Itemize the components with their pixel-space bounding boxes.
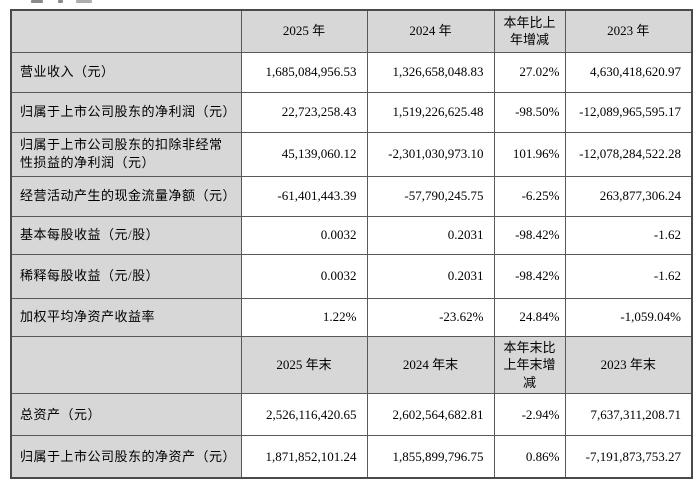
value-2025: 0.0032 — [240, 215, 368, 255]
table-row-operating-cash-flow: 经营活动产生的现金流量净额（元） -61,401,443.39 -57,790,… — [10, 175, 693, 217]
value-2024: 0.2031 — [366, 253, 495, 299]
table-row-revenue: 营业收入（元） 1,685,084,956.53 1,326,658,048.8… — [10, 51, 693, 93]
table-row-deducted-net-profit: 归属于上市公司股东的扣除非经常性损益的净利润（元） 45,139,060.12 … — [10, 131, 693, 177]
table-header-row-annual: 2025 年 2024 年 本年比上年增减 2023 年 — [10, 9, 693, 53]
value-2025: 1.22% — [240, 297, 368, 337]
header-corner-cell — [10, 335, 242, 395]
value-2023: 7,637,311,208.71 — [564, 393, 693, 437]
value-change: -2.94% — [493, 393, 566, 437]
value-2023: -7,191,873,753.27 — [564, 435, 693, 479]
header-cell-2025: 2025 年 — [240, 9, 368, 53]
value-2025: 45,139,060.12 — [240, 131, 368, 177]
row-label: 经营活动产生的现金流量净额（元） — [10, 175, 242, 217]
header-cell-2024-end: 2024 年末 — [366, 335, 495, 395]
table-row-net-assets: 归属于上市公司股东的净资产（元） 1,871,852,101.24 1,855,… — [10, 435, 693, 479]
financial-summary-table: 2025 年 2024 年 本年比上年增减 2023 年 营业收入（元） 1,6… — [10, 9, 693, 479]
row-label: 基本每股收益（元/股） — [10, 215, 242, 255]
value-2024: -23.62% — [366, 297, 495, 337]
value-2023: -12,078,284,522.28 — [564, 131, 693, 177]
value-2025: 2,526,116,420.65 — [240, 393, 368, 437]
row-label: 稀释每股收益（元/股） — [10, 253, 242, 299]
table-row-basic-eps: 基本每股收益（元/股） 0.0032 0.2031 -98.42% -1.62 — [10, 215, 693, 255]
value-change: -98.42% — [493, 215, 566, 255]
value-change: -6.25% — [493, 175, 566, 217]
value-change: 0.86% — [493, 435, 566, 479]
table-header-row-period-end: 2025 年末 2024 年末 本年末比上年末增减 2023 年末 — [10, 335, 693, 395]
value-2023: -1.62 — [564, 253, 693, 299]
value-2025: 1,871,852,101.24 — [240, 435, 368, 479]
header-cell-2025-end: 2025 年末 — [240, 335, 368, 395]
value-change: 27.02% — [493, 51, 566, 93]
header-cell-2023-end: 2023 年末 — [564, 335, 693, 395]
clipped-heading-fragment — [58, 0, 63, 3]
row-label: 归属于上市公司股东的扣除非经常性损益的净利润（元） — [10, 131, 242, 177]
clipped-heading-fragment — [31, 0, 43, 3]
value-2025: 22,723,258.43 — [240, 91, 368, 133]
value-2023: -1,059.04% — [564, 297, 693, 337]
table-row-net-profit: 归属于上市公司股东的净利润（元） 22,723,258.43 1,519,226… — [10, 91, 693, 133]
value-2024: 1,855,899,796.75 — [366, 435, 495, 479]
header-corner-cell — [10, 9, 242, 53]
value-2024: 0.2031 — [366, 215, 495, 255]
header-cell-2023: 2023 年 — [564, 9, 693, 53]
value-2023: 4,630,418,620.97 — [564, 51, 693, 93]
row-label: 营业收入（元） — [10, 51, 242, 93]
value-2023: -12,089,965,595.17 — [564, 91, 693, 133]
value-2023: -1.62 — [564, 215, 693, 255]
value-2024: 1,519,226,625.48 — [366, 91, 495, 133]
table-row-diluted-eps: 稀释每股收益（元/股） 0.0032 0.2031 -98.42% -1.62 — [10, 253, 693, 299]
value-2025: -61,401,443.39 — [240, 175, 368, 217]
value-2024: 1,326,658,048.83 — [366, 51, 495, 93]
value-change: -98.50% — [493, 91, 566, 133]
row-label: 加权平均净资产收益率 — [10, 297, 242, 337]
row-label: 总资产（元） — [10, 393, 242, 437]
value-2024: 2,602,564,682.81 — [366, 393, 495, 437]
value-change: 101.96% — [493, 131, 566, 177]
header-cell-yoy-change: 本年比上年增减 — [493, 9, 566, 53]
value-2023: 263,877,306.24 — [564, 175, 693, 217]
header-cell-period-end-change: 本年末比上年末增减 — [493, 335, 566, 395]
table-row-weighted-roe: 加权平均净资产收益率 1.22% -23.62% 24.84% -1,059.0… — [10, 297, 693, 337]
value-change: 24.84% — [493, 297, 566, 337]
value-2025: 1,685,084,956.53 — [240, 51, 368, 93]
value-change: -98.42% — [493, 253, 566, 299]
value-2025: 0.0032 — [240, 253, 368, 299]
table-row-total-assets: 总资产（元） 2,526,116,420.65 2,602,564,682.81… — [10, 393, 693, 437]
value-2024: -2,301,030,973.10 — [366, 131, 495, 177]
row-label: 归属于上市公司股东的净资产（元） — [10, 435, 242, 479]
value-2024: -57,790,245.75 — [366, 175, 495, 217]
row-label: 归属于上市公司股东的净利润（元） — [10, 91, 242, 133]
header-cell-2024: 2024 年 — [366, 9, 495, 53]
clipped-heading-fragment — [76, 0, 92, 3]
